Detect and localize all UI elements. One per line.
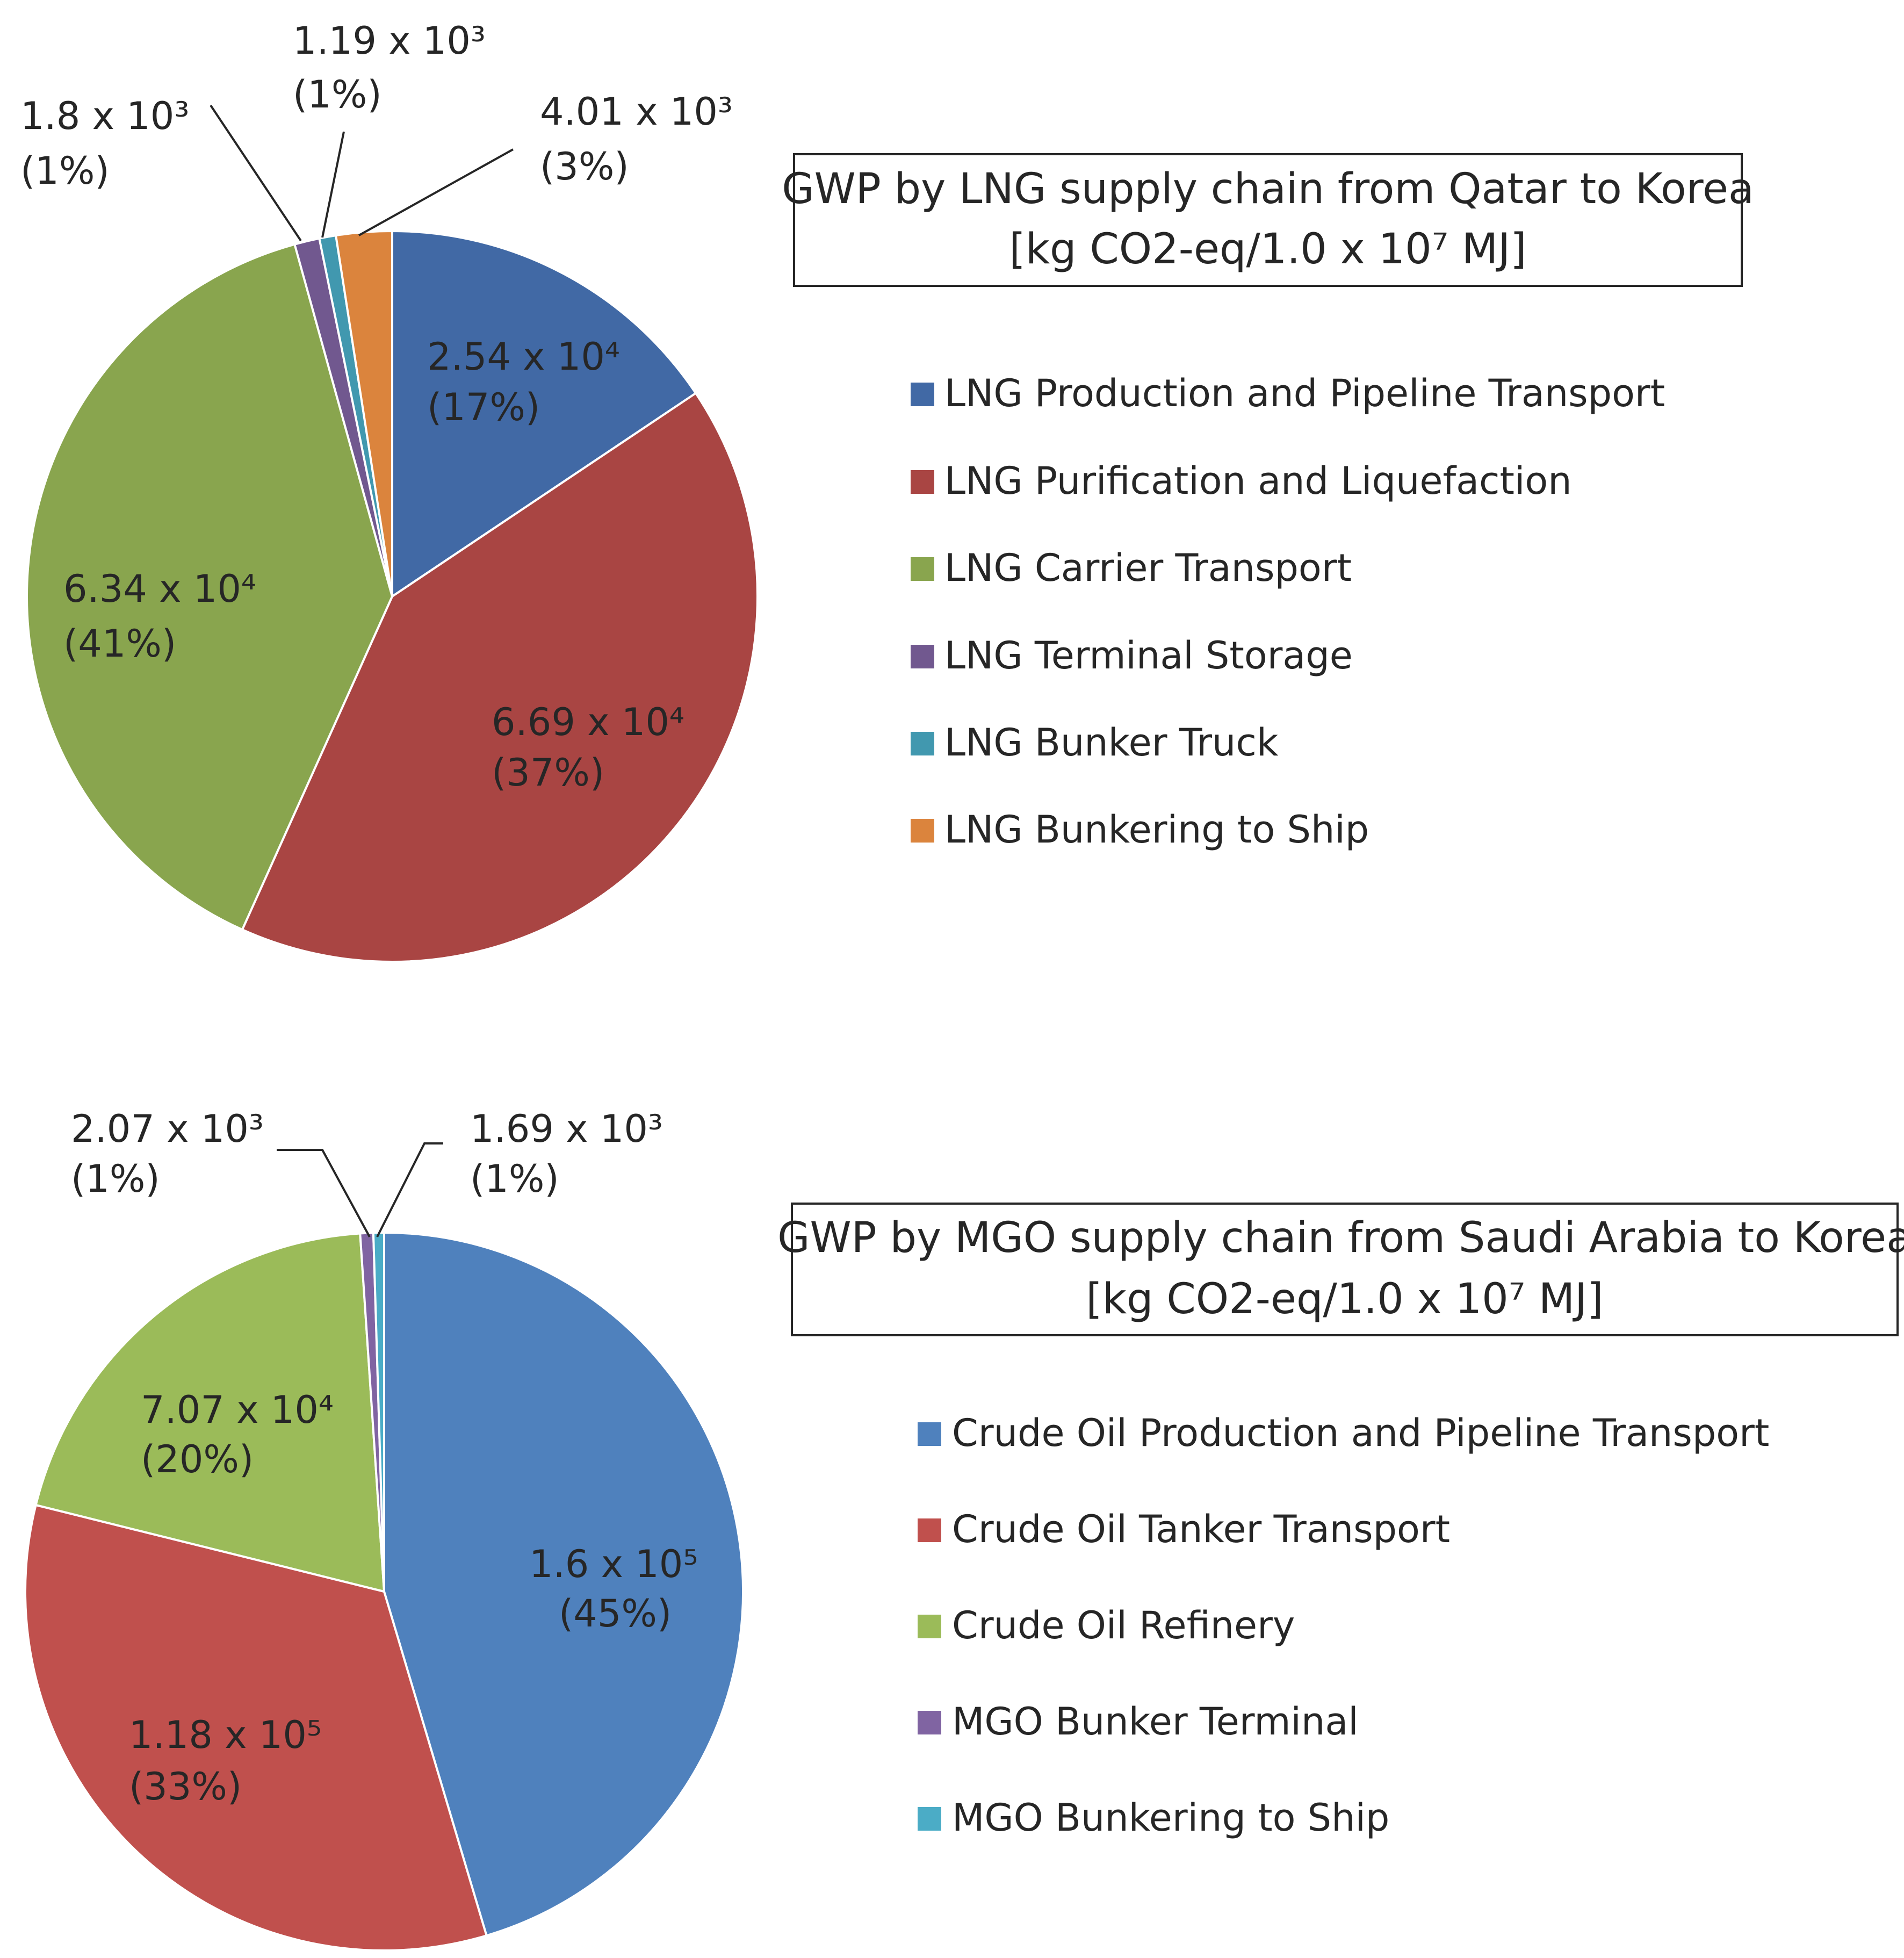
lng-label-value-0: 2.54 x 10⁴ [427, 335, 620, 379]
lng-label-pct-4: (1%) [293, 73, 382, 117]
lng-leader-terminal-storage [210, 104, 302, 242]
lng-slice-1 [241, 391, 759, 963]
lng-label-pct-5: (3%) [540, 145, 629, 189]
lng-legend-swatch-4 [911, 732, 934, 755]
mgo-legend-label-4: MGO Bunkering to Ship [952, 1796, 1389, 1840]
lng-pie [26, 229, 759, 963]
lng-legend-label-0: LNG Production and Pipeline Transport [944, 371, 1665, 415]
mgo-chart: GWP by MGO supply chain from Saudi Arabi… [24, 1107, 1904, 1952]
mgo-label-value-3: 2.07 x 10³ [71, 1107, 264, 1151]
mgo-title-box [791, 1203, 1899, 1336]
mgo-label-value-1: 1.18 x 10⁵ [129, 1713, 322, 1757]
lng-legend: LNG Production and Pipeline Transport LN… [911, 371, 1665, 852]
lng-legend-swatch-5 [911, 819, 934, 843]
lng-label-pct-2: (41%) [63, 622, 176, 666]
mgo-legend-label-2: Crude Oil Refinery [952, 1603, 1295, 1647]
lng-legend-label-2: LNG Carrier Transport [944, 546, 1352, 590]
mgo-legend-label-1: Crude Oil Tanker Transport [952, 1507, 1450, 1551]
mgo-label-pct-1: (33%) [129, 1765, 242, 1809]
mgo-legend-swatch-2 [918, 1615, 941, 1638]
mgo-label-pct-4: (1%) [470, 1157, 559, 1201]
lng-label-value-1: 6.69 x 10⁴ [492, 700, 684, 744]
mgo-slice-2 [34, 1232, 386, 1593]
mgo-legend-swatch-3 [918, 1711, 941, 1734]
mgo-label-value-2: 7.07 x 10⁴ [141, 1388, 334, 1432]
lng-legend-swatch-0 [911, 383, 934, 406]
mgo-label-pct-3: (1%) [71, 1157, 160, 1201]
lng-slice-0 [391, 229, 697, 599]
lng-legend-label-4: LNG Bunker Truck [944, 721, 1279, 765]
mgo-label-pct-0: (45%) [559, 1592, 672, 1636]
lng-legend-label-1: LNG Purification and Liquefaction [944, 459, 1572, 503]
lng-leader-bunker-truck [321, 131, 345, 238]
mgo-legend-label-3: MGO Bunker Terminal [952, 1700, 1359, 1744]
lng-label-pct-3: (1%) [20, 149, 110, 193]
mgo-label-value-4: 1.69 x 10³ [470, 1107, 663, 1151]
mgo-legend: Crude Oil Production and Pipeline Transp… [918, 1411, 1769, 1840]
lng-slice-2 [26, 243, 394, 931]
mgo-legend-label-0: Crude Oil Production and Pipeline Transp… [952, 1411, 1769, 1455]
mgo-slice-0 [383, 1231, 745, 1937]
mgo-leader-bunkering [376, 1142, 443, 1237]
mgo-title-line1: GWP by MGO supply chain from Saudi Arabi… [777, 1214, 1904, 1262]
lng-legend-label-5: LNG Bunkering to Ship [944, 808, 1369, 852]
lng-label-pct-1: (37%) [492, 751, 604, 795]
lng-label-value-5: 4.01 x 10³ [540, 90, 733, 134]
lng-leader-bunkering [358, 148, 514, 236]
lng-title-box [793, 153, 1743, 287]
lng-title-line1: GWP by LNG supply chain from Qatar to Ko… [782, 165, 1754, 213]
lng-legend-label-3: LNG Terminal Storage [944, 634, 1353, 678]
mgo-label-pct-2: (20%) [141, 1437, 254, 1481]
lng-label-value-2: 6.34 x 10⁴ [63, 567, 256, 611]
mgo-legend-swatch-4 [918, 1807, 941, 1831]
lng-label-value-3: 1.8 x 10³ [20, 94, 189, 138]
mgo-label-value-0: 1.6 x 10⁵ [529, 1542, 698, 1586]
mgo-pie [24, 1231, 745, 1952]
lng-legend-swatch-2 [911, 557, 934, 581]
lng-legend-swatch-1 [911, 470, 934, 494]
mgo-slice-1 [24, 1503, 488, 1952]
mgo-legend-swatch-1 [918, 1518, 941, 1542]
mgo-title-line2: [kg CO2-eq/1.0 x 10⁷ MJ] [1086, 1275, 1603, 1323]
lng-label-value-4: 1.19 x 10³ [293, 19, 486, 63]
lng-label-pct-0: (17%) [427, 385, 540, 429]
mgo-legend-swatch-0 [918, 1422, 941, 1446]
lng-title-line2: [kg CO2-eq/1.0 x 10⁷ MJ] [1009, 225, 1526, 273]
lng-chart: GWP by LNG supply chain from Qatar to Ko… [20, 19, 1754, 963]
lng-legend-swatch-3 [911, 645, 934, 668]
mgo-leader-bunker-terminal [277, 1149, 371, 1237]
